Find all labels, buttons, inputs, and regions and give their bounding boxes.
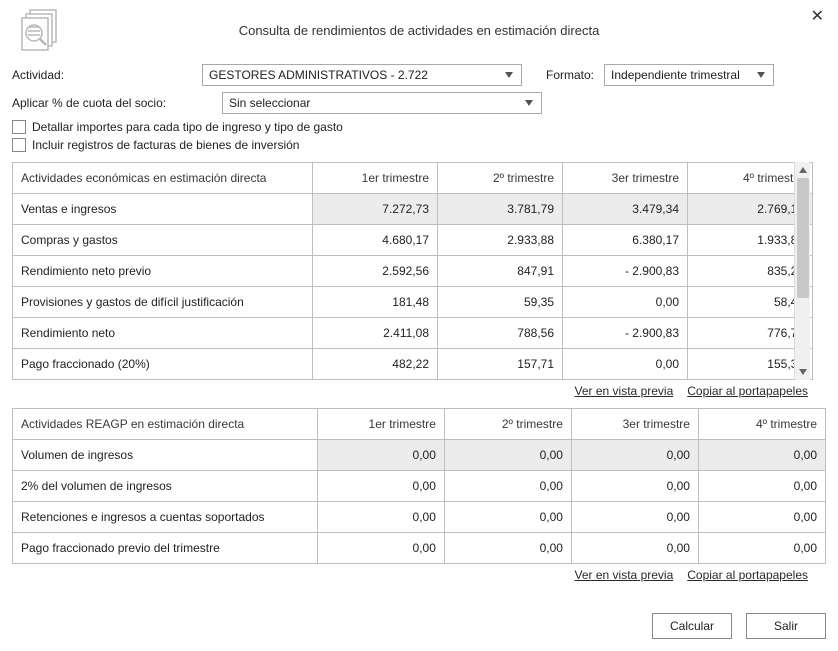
row-label: Provisiones y gastos de difícil justific… [13, 287, 313, 318]
detallar-label: Detallar importes para cada tipo de ingr… [32, 120, 343, 134]
cell-value: - 2.900,83 [563, 256, 688, 287]
cell-value: 788,56 [438, 318, 563, 349]
cell-value: 3.781,79 [438, 194, 563, 225]
cell-value: 0,00 [698, 502, 825, 533]
cell-value: 482,22 [313, 349, 438, 380]
scroll-thumb[interactable] [797, 178, 809, 298]
formato-label: Formato: [546, 68, 594, 82]
table-row: Rendimiento neto2.411,08788,56- 2.900,83… [13, 318, 813, 349]
cell-value: 2.933,88 [438, 225, 563, 256]
cell-value: 0,00 [698, 440, 825, 471]
row-label: Volumen de ingresos [13, 440, 318, 471]
cell-value: 181,48 [313, 287, 438, 318]
detallar-checkbox[interactable] [12, 120, 26, 134]
scroll-down-icon[interactable] [795, 364, 811, 380]
aplicar-label: Aplicar % de cuota del socio: [12, 96, 202, 110]
cell-value: 0,00 [444, 471, 571, 502]
table-row: Ventas e ingresos7.272,733.781,793.479,3… [13, 194, 813, 225]
incluir-checkbox[interactable] [12, 138, 26, 152]
close-icon[interactable]: ✕ [807, 6, 828, 26]
incluir-label: Incluir registros de facturas de bienes … [32, 138, 299, 152]
cell-value: 0,00 [571, 502, 698, 533]
table-row: Rendimiento neto previo2.592,56847,91- 2… [13, 256, 813, 287]
row-label: Pago fraccionado previo del trimestre [13, 533, 318, 564]
page-title: Consulta de rendimientos de actividades … [68, 23, 826, 38]
cell-value: 0,00 [571, 440, 698, 471]
cell-value: 0,00 [698, 471, 825, 502]
table2-header: Actividades REAGP en estimación directa [13, 409, 318, 440]
row-label: Pago fraccionado (20%) [13, 349, 313, 380]
cell-value: 0,00 [444, 533, 571, 564]
chevron-down-icon [521, 93, 537, 113]
table1-scrollbar[interactable] [794, 162, 810, 380]
col-q3: 3er trimestre [571, 409, 698, 440]
cell-value: 2.411,08 [313, 318, 438, 349]
table-row: Provisiones y gastos de difícil justific… [13, 287, 813, 318]
cell-value: 7.272,73 [313, 194, 438, 225]
copy-link-1[interactable]: Copiar al portapapeles [687, 384, 808, 398]
col-q2: 2º trimestre [444, 409, 571, 440]
cell-value: 157,71 [438, 349, 563, 380]
cell-value: 847,91 [438, 256, 563, 287]
table-row: Volumen de ingresos0,000,000,000,00 [13, 440, 826, 471]
cell-value: 4.680,17 [313, 225, 438, 256]
preview-link-1[interactable]: Ver en vista previa [575, 384, 674, 398]
table-actividades: Actividades económicas en estimación dir… [12, 162, 813, 380]
table-row: Retenciones e ingresos a cuentas soporta… [13, 502, 826, 533]
cell-value: 0,00 [317, 471, 444, 502]
cell-value: 6.380,17 [563, 225, 688, 256]
aplicar-select[interactable]: Sin seleccionar [222, 92, 542, 114]
col-q2: 2º trimestre [438, 163, 563, 194]
cell-value: - 2.900,83 [563, 318, 688, 349]
cell-value: 0,00 [563, 287, 688, 318]
cell-value: 0,00 [698, 533, 825, 564]
table-row: Pago fraccionado (20%)482,22157,710,0015… [13, 349, 813, 380]
cell-value: 0,00 [563, 349, 688, 380]
row-label: 2% del volumen de ingresos [13, 471, 318, 502]
cell-value: 0,00 [571, 471, 698, 502]
table-row: Compras y gastos4.680,172.933,886.380,17… [13, 225, 813, 256]
logo-icon [12, 8, 68, 52]
formato-select[interactable]: Independiente trimestral [604, 64, 774, 86]
cell-value: 3.479,34 [563, 194, 688, 225]
table1-header: Actividades económicas en estimación dir… [13, 163, 313, 194]
aplicar-value: Sin seleccionar [229, 96, 310, 110]
table-reagp: Actividades REAGP en estimación directa … [12, 408, 826, 564]
cell-value: 0,00 [317, 502, 444, 533]
cell-value: 0,00 [317, 440, 444, 471]
col-q1: 1er trimestre [313, 163, 438, 194]
col-q1: 1er trimestre [317, 409, 444, 440]
row-label: Ventas e ingresos [13, 194, 313, 225]
row-label: Rendimiento neto previo [13, 256, 313, 287]
chevron-down-icon [501, 65, 517, 85]
table-row: 2% del volumen de ingresos0,000,000,000,… [13, 471, 826, 502]
cell-value: 0,00 [317, 533, 444, 564]
col-q3: 3er trimestre [563, 163, 688, 194]
copy-link-2[interactable]: Copiar al portapapeles [687, 568, 808, 582]
calcular-button[interactable]: Calcular [652, 613, 732, 639]
cell-value: 0,00 [571, 533, 698, 564]
scroll-up-icon[interactable] [795, 162, 811, 178]
cell-value: 59,35 [438, 287, 563, 318]
salir-button[interactable]: Salir [746, 613, 826, 639]
cell-value: 0,00 [444, 440, 571, 471]
actividad-label: Actividad: [12, 68, 202, 82]
row-label: Compras y gastos [13, 225, 313, 256]
table-row: Pago fraccionado previo del trimestre0,0… [13, 533, 826, 564]
cell-value: 2.592,56 [313, 256, 438, 287]
row-label: Rendimiento neto [13, 318, 313, 349]
cell-value: 0,00 [444, 502, 571, 533]
actividad-select[interactable]: GESTORES ADMINISTRATIVOS - 2.722 [202, 64, 522, 86]
actividad-value: GESTORES ADMINISTRATIVOS - 2.722 [209, 68, 428, 82]
chevron-down-icon [753, 65, 769, 85]
col-q4: 4º trimestre [698, 409, 825, 440]
row-label: Retenciones e ingresos a cuentas soporta… [13, 502, 318, 533]
formato-value: Independiente trimestral [611, 68, 740, 82]
preview-link-2[interactable]: Ver en vista previa [575, 568, 674, 582]
